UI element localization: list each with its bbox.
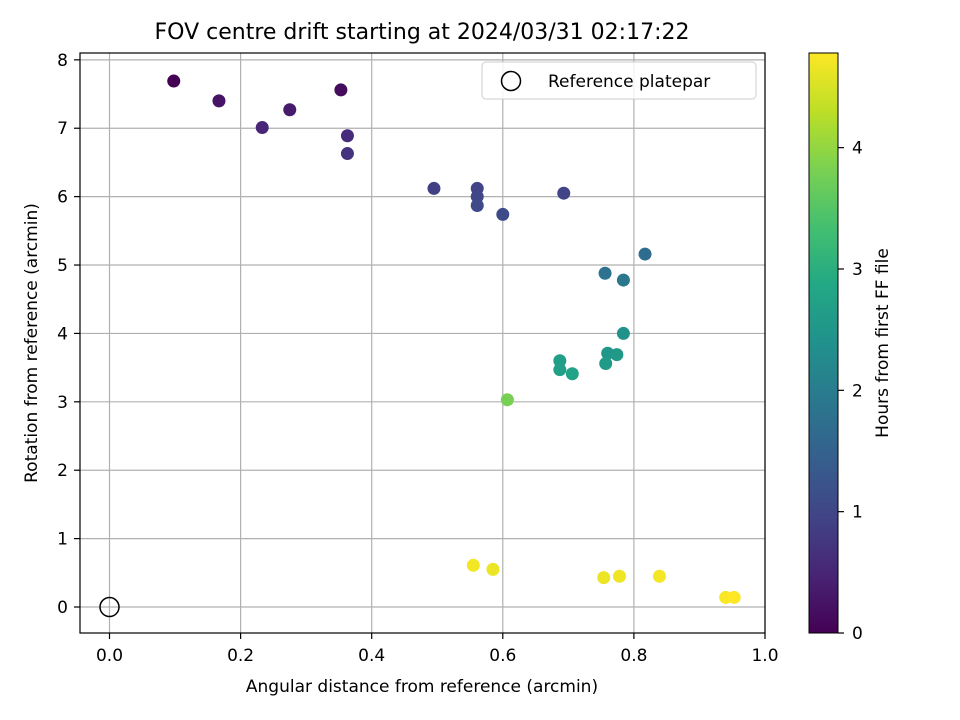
colorbar [808,52,839,634]
data-point-26 [597,571,611,585]
data-points [167,74,741,604]
data-point-11 [496,207,510,221]
data-point-15 [616,273,630,287]
y-tick-label-6: 6 [57,188,68,208]
data-point-18 [610,348,624,362]
data-point-25 [486,562,500,576]
x-tick-label-3: 0.6 [489,646,516,666]
colorbar-ticks: 0 1 2 3 4 [838,139,863,644]
data-point-7 [427,181,441,195]
legend: Reference platepar [481,61,757,100]
y-tick-label-8: 8 [57,51,68,71]
chart-title: FOV centre drift starting at 2024/03/31 … [155,20,690,45]
data-point-0 [167,74,181,88]
colorbar-label: Hours from first FF file [873,248,893,438]
grid-lines [80,53,766,633]
legend-box [481,61,757,100]
y-tick-label-3: 3 [57,393,68,413]
data-point-19 [599,357,613,371]
data-point-14 [598,266,612,280]
colorbar-tick-label-2: 2 [852,381,863,401]
data-point-12 [557,186,571,200]
data-point-5 [340,129,354,143]
colorbar-tick-label-1: 1 [852,503,863,523]
data-point-22 [565,367,579,381]
data-point-23 [500,393,514,407]
colorbar-tick-label-4: 4 [852,139,863,159]
y-tick-label-0: 0 [57,598,68,618]
reference-platepar-marker [99,596,120,618]
colorbar-tick-label-0: 0 [852,624,863,644]
x-tick-label-2: 0.4 [358,646,385,666]
plot-frame [79,52,766,634]
data-point-4 [334,83,348,97]
y-axis-label: Rotation from reference (arcmin) [22,203,42,483]
data-point-2 [255,121,269,135]
y-tick-label-4: 4 [57,324,68,344]
x-axis-ticks: 0.0 0.2 0.4 0.6 0.8 1.0 [96,633,779,666]
x-tick-label-5: 1.0 [751,646,778,666]
data-point-27 [612,569,626,583]
data-point-20 [553,354,567,368]
y-tick-label-7: 7 [57,119,68,139]
data-point-6 [340,147,354,161]
data-point-16 [616,326,630,340]
colorbar-tick-label-3: 3 [852,260,863,280]
y-tick-label-5: 5 [57,256,68,276]
legend-reference-marker [500,70,522,92]
data-point-3 [283,103,297,117]
reference-marker-group [99,596,120,618]
y-tick-label-2: 2 [57,461,68,481]
x-tick-label-1: 0.2 [227,646,254,666]
data-point-21 [553,363,567,377]
y-tick-label-1: 1 [57,530,68,550]
data-point-1 [212,94,226,108]
data-point-28 [652,569,666,583]
data-point-10 [470,199,484,213]
data-point-13 [638,247,652,261]
data-point-24 [466,558,480,572]
x-tick-label-0: 0.0 [96,646,123,666]
data-point-9 [470,190,484,204]
x-tick-label-4: 0.8 [620,646,647,666]
data-point-30 [727,590,741,604]
legend-entry-reference: Reference platepar [548,72,710,92]
y-axis-ticks: 0 1 2 3 4 5 6 7 8 [57,51,80,618]
x-axis-label: Angular distance from reference (arcmin) [246,677,598,697]
